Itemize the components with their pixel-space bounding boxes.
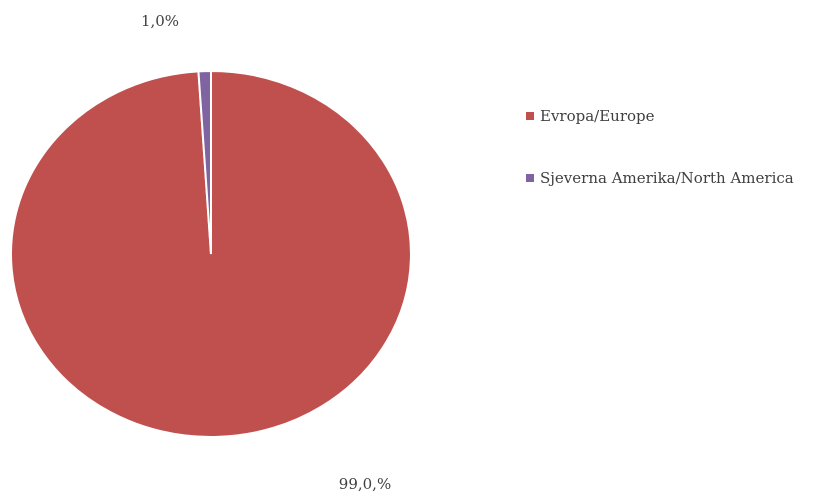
slice-north-america <box>197 69 212 255</box>
legend-label-europe: Evropa/Europe <box>540 107 655 125</box>
data-label-europe: 99,0,% <box>339 475 391 493</box>
data-label-north-america: 1,0% <box>141 12 179 30</box>
legend-label-north-america: Sjeverna Amerika/North America <box>540 169 794 187</box>
legend-swatch-north-america <box>526 174 534 182</box>
legend-item-north-america: Sjeverna Amerika/North America <box>526 166 794 190</box>
legend: Evropa/Europe Sjeverna Amerika/North Ame… <box>526 104 794 228</box>
legend-swatch-europe <box>526 112 534 120</box>
legend-item-europe: Evropa/Europe <box>526 104 794 128</box>
